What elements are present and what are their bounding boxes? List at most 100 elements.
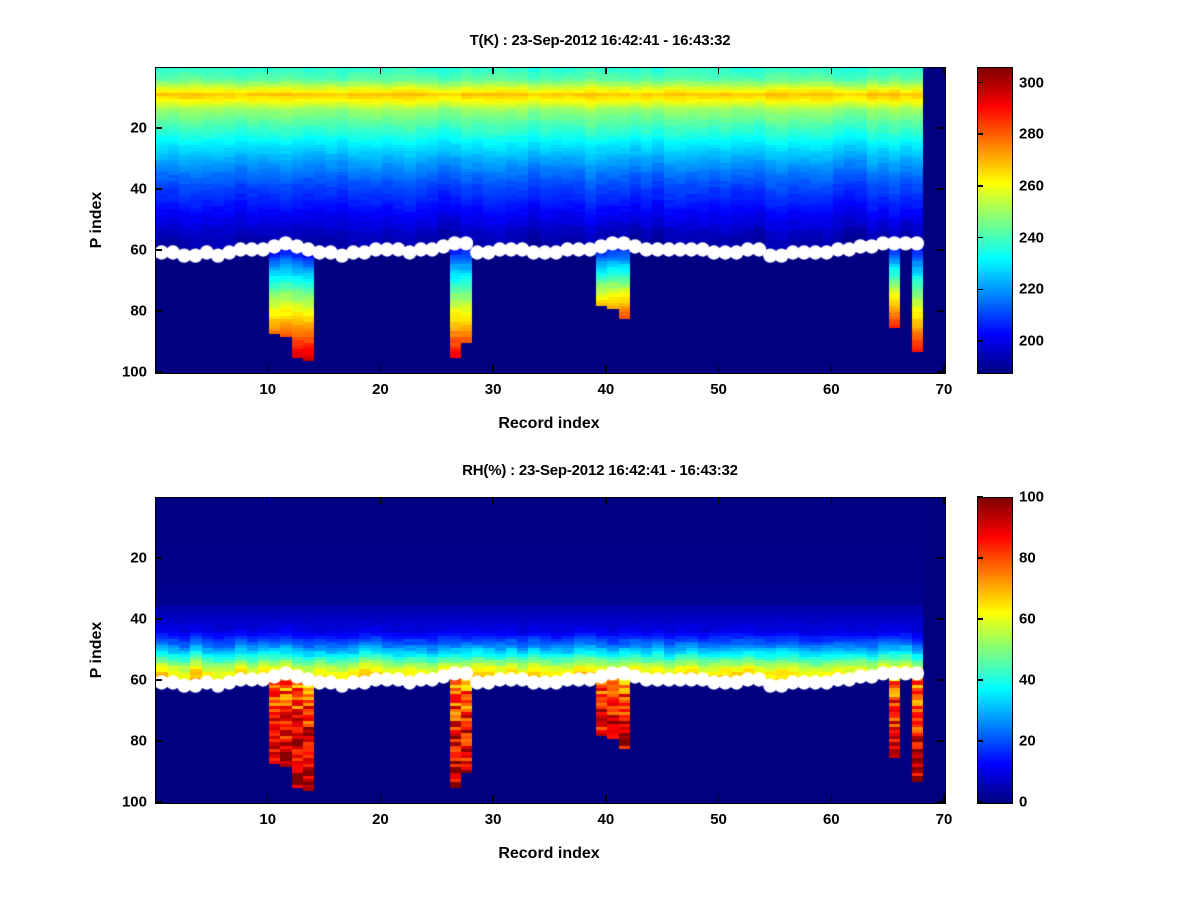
xtick-top-10	[266, 497, 269, 504]
cbticklabel-260: 260	[1019, 177, 1045, 195]
cbtick-280	[977, 133, 983, 135]
xtick-top-30	[492, 497, 494, 504]
cbticklabel-60: 60	[1019, 610, 1036, 628]
yticklabel-60: 60	[130, 671, 147, 689]
xtick-top-30	[492, 67, 494, 74]
cbtick-60	[977, 618, 983, 620]
xtick-top-60	[830, 67, 833, 74]
xticklabel-30: 30	[484, 381, 502, 398]
xtick-bottom-60	[830, 365, 833, 372]
ytick-left-80	[155, 310, 162, 312]
xtick-bottom-40	[605, 365, 607, 372]
cbticklabel-200: 200	[1019, 332, 1045, 350]
ytick-right-40	[937, 188, 944, 190]
xtick-bottom-50	[717, 365, 720, 372]
temperature-surface-marker-trace	[156, 68, 945, 373]
relative-humidity-colorbar-gradient	[978, 498, 1012, 803]
cbticklabel-220: 220	[1019, 280, 1045, 298]
cbtick-220	[977, 288, 983, 291]
cbtick-200	[977, 340, 983, 342]
yticklabel-20: 20	[130, 119, 147, 137]
xticklabel-50: 50	[710, 811, 727, 828]
xtick-bottom-20	[379, 795, 382, 802]
xtick-bottom-10	[266, 795, 269, 802]
xtick-bottom-40	[605, 795, 607, 802]
temperature-axes[interactable]	[155, 67, 946, 374]
cbtick-20	[977, 740, 983, 742]
cbtick-0	[977, 801, 983, 803]
xtick-bottom-30	[492, 795, 494, 802]
relative-humidity-colorbar[interactable]	[977, 497, 1013, 804]
relative-humidity-surface-marker-trace	[156, 498, 945, 803]
cbticklabel-20: 20	[1019, 732, 1036, 750]
cbticklabel-100: 100	[1019, 488, 1045, 506]
relative-humidity-axes[interactable]	[155, 497, 946, 804]
xticklabel-20: 20	[372, 811, 389, 828]
xticklabel-10: 10	[259, 381, 277, 398]
temperature-panel: T(K) : 23-Sep-2012 16:42:41 - 16:43:32 1…	[88, 32, 1045, 432]
xticklabel-10: 10	[259, 811, 277, 828]
ytick-right-60	[937, 249, 944, 251]
ytick-left-20	[155, 127, 162, 129]
xtick-top-50	[717, 497, 720, 504]
xticklabel-60: 60	[822, 381, 840, 398]
xticklabel-40: 40	[597, 811, 615, 828]
ytick-right-20	[937, 127, 944, 129]
cbticklabel-240: 240	[1019, 229, 1045, 247]
xtick-bottom-20	[379, 365, 382, 372]
ytick-right-60	[937, 679, 944, 681]
xticklabel-50: 50	[710, 381, 727, 398]
xtick-bottom-10	[266, 365, 269, 372]
xtick-top-20	[379, 497, 382, 504]
yticklabel-100: 100	[121, 793, 147, 811]
cbticklabel-300: 300	[1019, 74, 1045, 91]
cbticklabel-0: 0	[1019, 793, 1028, 811]
temperature-colorbar[interactable]	[977, 67, 1013, 374]
cbticklabel-40: 40	[1019, 671, 1036, 689]
xtick-bottom-30	[492, 365, 494, 372]
ytick-right-80	[937, 310, 944, 312]
yticklabel-80: 80	[130, 302, 147, 320]
xticklabel-20: 20	[372, 381, 389, 398]
cbticklabel-80: 80	[1019, 549, 1036, 567]
ytick-left-60	[155, 679, 162, 681]
yticklabel-100: 100	[121, 363, 147, 381]
cbtick-40	[977, 679, 983, 681]
xtick-top-20	[379, 67, 382, 74]
temperature-xaxis-label: Record index	[498, 415, 600, 432]
xtick-bottom-70	[943, 365, 945, 372]
xticklabel-60: 60	[822, 811, 840, 828]
relative-humidity-yaxis-label: P index	[88, 621, 105, 679]
cbtick-80	[977, 557, 983, 559]
relative-humidity-panel: RH(%) : 23-Sep-2012 16:42:41 - 16:43:32 …	[0, 450, 1200, 900]
cbtick-300	[977, 81, 983, 84]
xticklabel-70: 70	[935, 381, 953, 398]
xtick-top-70	[943, 67, 945, 74]
xtick-top-10	[266, 67, 269, 74]
xtick-top-40	[605, 67, 607, 74]
xticklabel-40: 40	[597, 381, 615, 398]
xtick-top-40	[605, 497, 607, 504]
yticklabel-40: 40	[130, 180, 147, 198]
temperature-plot-title: T(K) : 23-Sep-2012 16:42:41 - 16:43:32	[469, 32, 731, 49]
yticklabel-20: 20	[130, 549, 147, 567]
ytick-right-80	[937, 740, 944, 742]
ytick-right-20	[937, 557, 944, 559]
xtick-bottom-70	[943, 795, 945, 802]
cbtick-240	[977, 236, 983, 239]
yticklabel-40: 40	[130, 610, 147, 628]
yticklabel-60: 60	[130, 241, 147, 259]
cbtick-260	[977, 185, 983, 187]
ytick-left-40	[155, 618, 162, 620]
yticklabel-80: 80	[130, 732, 147, 750]
temperature-yaxis-label: P index	[88, 191, 105, 249]
xticklabel-70: 70	[935, 811, 953, 828]
ytick-right-100	[937, 801, 944, 803]
ytick-right-40	[937, 618, 944, 620]
xticklabel-30: 30	[484, 811, 502, 828]
ytick-left-20	[155, 557, 162, 559]
cbtick-100	[977, 496, 983, 498]
xtick-bottom-50	[717, 795, 720, 802]
cbticklabel-280: 280	[1019, 125, 1045, 143]
